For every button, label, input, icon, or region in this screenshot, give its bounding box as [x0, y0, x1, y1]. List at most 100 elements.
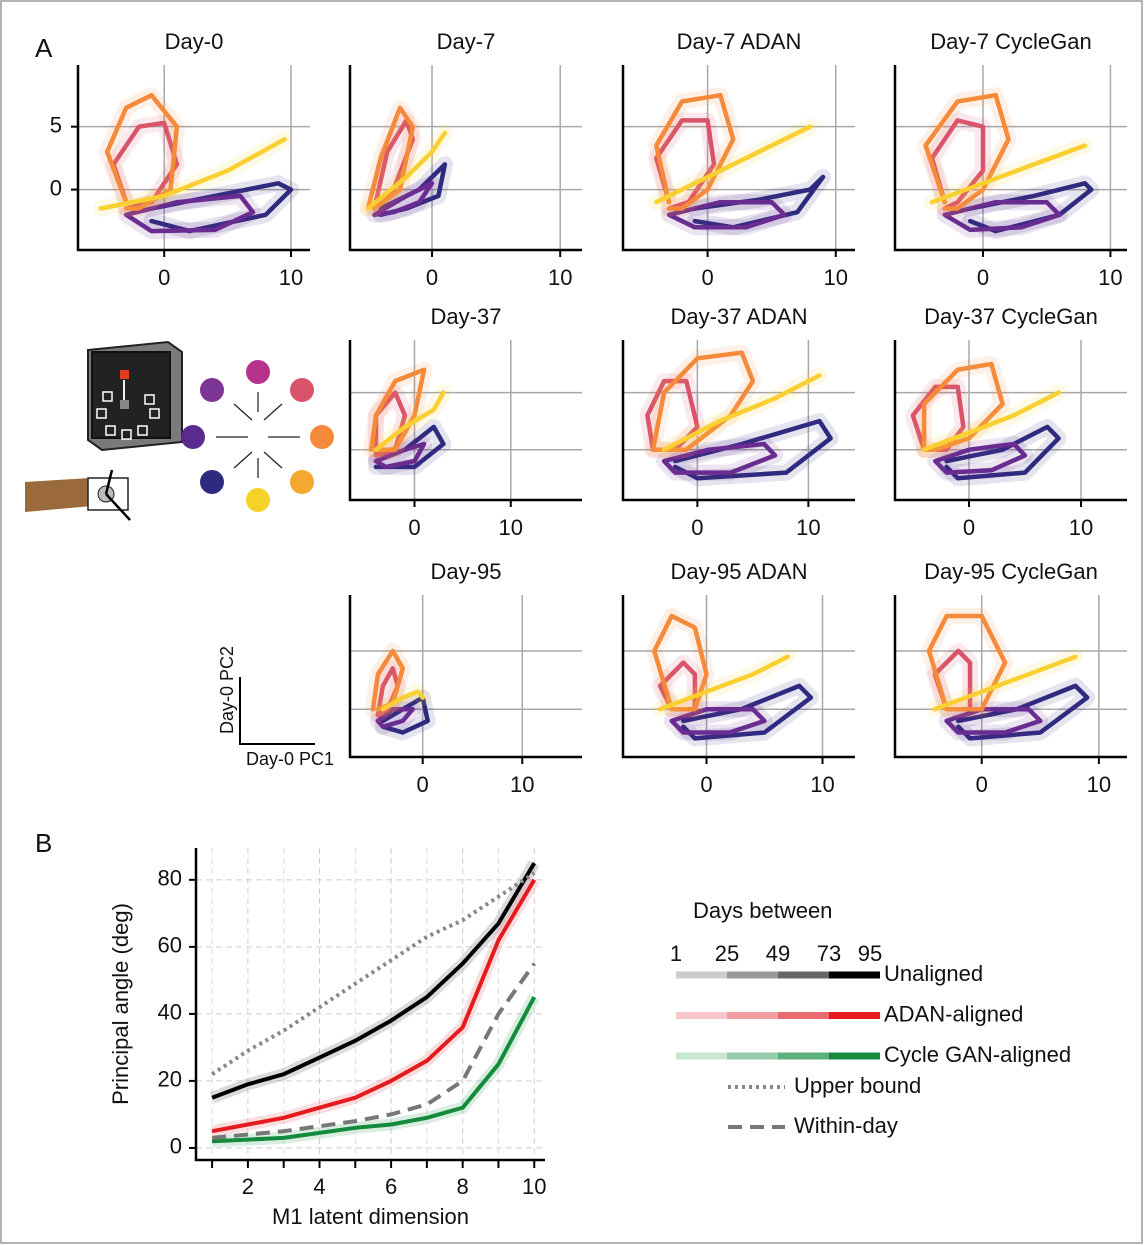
axis-spine [893, 65, 1127, 252]
trajectory [933, 441, 1028, 475]
x-tick-label: 0 [700, 772, 712, 797]
series-line [211, 878, 537, 1134]
axis-spine [348, 65, 582, 252]
x-tick-label: 0 [691, 515, 703, 540]
series-line [211, 962, 536, 1140]
legend-label: Within-day [794, 1113, 898, 1138]
trajectory [650, 350, 756, 452]
trajectory [368, 367, 427, 452]
trajectory [657, 654, 790, 712]
trajectory [921, 361, 1005, 452]
axis-spine [621, 340, 855, 502]
subplot-title: Day-37 CycleGan [924, 304, 1098, 329]
trajectory [923, 92, 1011, 211]
y-tick-label: 80 [158, 866, 182, 891]
trajectory [661, 373, 822, 452]
legend-tick-label: 73 [817, 941, 841, 966]
trajectory [373, 390, 446, 452]
trajectory [661, 441, 778, 475]
legend-label: Cycle GAN-aligned [884, 1042, 1071, 1067]
x-tick-label: 0 [408, 515, 420, 540]
legend-label: ADAN-aligned [884, 1001, 1023, 1026]
x-tick-label: 6 [385, 1174, 397, 1199]
subplot-title: Day-7 CycleGan [930, 29, 1091, 54]
series-band [210, 876, 540, 1138]
trajectory [910, 384, 966, 452]
y-tick-label: 0 [170, 1134, 182, 1159]
axis-spine [76, 65, 310, 252]
series-line [211, 862, 537, 1100]
trajectory [373, 441, 427, 470]
trajectory [669, 706, 767, 735]
trajectory [104, 92, 180, 211]
series-line [212, 996, 537, 1144]
trajectory [926, 613, 1008, 712]
x-tick-label: 0 [426, 265, 438, 290]
subplot-title: Day-7 [437, 29, 496, 54]
axis-spine [194, 848, 545, 1162]
panel-label: A [35, 33, 53, 63]
x-tick-label: 10 [279, 265, 303, 290]
x-tick-label: 0 [976, 772, 988, 797]
subplot-title: Day-0 [165, 29, 224, 54]
x-tick-label: 10 [824, 265, 848, 290]
legend-tick-label: 49 [766, 941, 790, 966]
y-tick-label: 5 [50, 112, 62, 137]
x-tick-label: 10 [499, 515, 523, 540]
x-tick-label: 4 [313, 1174, 325, 1199]
y-tick-label: 60 [158, 933, 182, 958]
x-tick-label: 10 [510, 772, 534, 797]
axis-spine [893, 340, 1127, 502]
trajectory [375, 666, 401, 718]
trajectory [375, 706, 415, 729]
legend-tick-label: 95 [858, 941, 882, 966]
axis-spine [893, 595, 1127, 759]
x-tick-label: 0 [417, 772, 429, 797]
x-tick-label: 0 [963, 515, 975, 540]
legend-tick-label: 25 [715, 941, 739, 966]
x-tick-label: 10 [796, 515, 820, 540]
scale-bar-label: Day-0 PC2 [217, 646, 237, 734]
trajectory [929, 143, 1088, 205]
trajectory [942, 199, 1062, 233]
subplot-title: Day-95 ADAN [671, 559, 808, 584]
x-tick-label: 10 [522, 1174, 546, 1199]
trajectory [365, 130, 448, 211]
x-tick-label: 8 [457, 1174, 469, 1199]
x-tick-label: 2 [242, 1174, 254, 1199]
panel-label: B [35, 828, 52, 858]
axis-spine [621, 65, 855, 252]
subplot-title: Day-37 [431, 304, 502, 329]
x-tick-label: 0 [158, 265, 170, 290]
series-line [211, 871, 536, 1076]
subplot-title: Day-95 [431, 559, 502, 584]
subplot-title: Day-95 CycleGan [924, 559, 1098, 584]
subplot-title: Day-37 ADAN [671, 304, 808, 329]
legend-title: Days between [693, 898, 832, 923]
y-tick-label: 20 [158, 1067, 182, 1092]
axis-spine [348, 595, 582, 759]
x-tick-label: 10 [548, 265, 572, 290]
trajectory [944, 424, 1061, 481]
trajectory [654, 92, 736, 211]
x-tick-label: 0 [977, 265, 989, 290]
x-axis-label: M1 latent dimension [272, 1204, 469, 1229]
legend-label: Upper bound [794, 1073, 921, 1098]
trajectory [921, 390, 1061, 452]
x-tick-label: 10 [1098, 265, 1122, 290]
task-schematic [25, 340, 334, 745]
legend-label: Unaligned [884, 961, 983, 986]
x-tick-label: 10 [1087, 772, 1111, 797]
trajectory [98, 137, 287, 211]
x-tick-label: 10 [810, 772, 834, 797]
subplot-title: Day-7 ADAN [677, 29, 802, 54]
x-tick-label: 10 [1069, 515, 1093, 540]
legend-tick-label: 1 [670, 941, 682, 966]
trajectory [932, 654, 1078, 712]
y-tick-label: 40 [158, 1000, 182, 1025]
trajectory [654, 124, 813, 205]
trajectory [666, 199, 787, 230]
scale-bar-label: Day-0 PC1 [246, 749, 334, 769]
